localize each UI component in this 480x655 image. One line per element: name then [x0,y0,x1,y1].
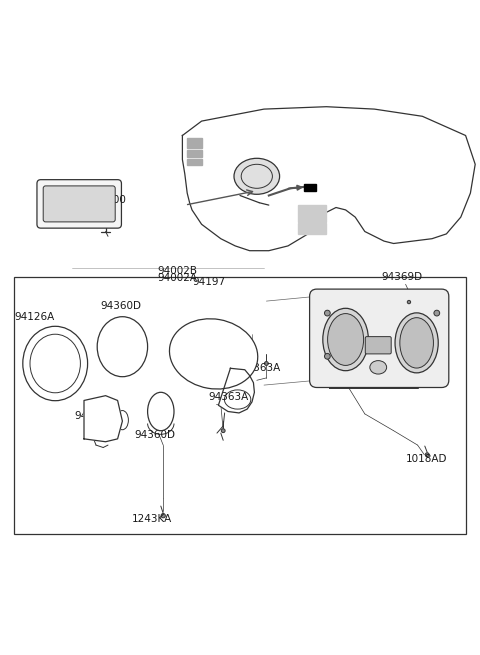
Ellipse shape [97,317,148,377]
Polygon shape [304,183,316,191]
Polygon shape [187,159,202,165]
Ellipse shape [407,301,410,304]
FancyBboxPatch shape [37,179,121,228]
Ellipse shape [264,362,268,365]
Ellipse shape [169,319,258,389]
Ellipse shape [23,326,88,401]
FancyBboxPatch shape [43,186,115,222]
Ellipse shape [161,514,165,518]
Ellipse shape [30,334,81,393]
Polygon shape [187,150,202,157]
Polygon shape [218,368,254,413]
Text: 94002B: 94002B [157,266,198,276]
Polygon shape [298,205,326,222]
Ellipse shape [323,309,369,371]
Ellipse shape [400,318,433,368]
Ellipse shape [148,392,174,431]
Text: 94126A: 94126A [14,312,55,322]
Polygon shape [187,138,202,147]
Text: 94360D: 94360D [134,430,175,440]
Ellipse shape [234,159,279,195]
Ellipse shape [324,310,330,316]
FancyBboxPatch shape [310,289,449,388]
Ellipse shape [370,361,387,374]
Text: 94363A: 94363A [240,363,280,373]
Ellipse shape [425,453,429,457]
Text: 94369D: 94369D [382,272,423,282]
Text: 94300: 94300 [94,195,126,205]
Text: 94002A: 94002A [157,273,198,283]
Ellipse shape [221,429,225,432]
FancyBboxPatch shape [365,337,391,354]
Text: 1018AD: 1018AD [406,455,447,464]
Text: 94366Y: 94366Y [74,411,114,421]
Text: 94363A: 94363A [209,392,249,402]
Text: 94360D: 94360D [101,301,142,310]
Polygon shape [84,396,122,441]
Text: 1243KA: 1243KA [132,514,172,524]
Text: 94197: 94197 [192,276,225,287]
Ellipse shape [327,314,364,365]
Ellipse shape [324,354,330,359]
Ellipse shape [395,313,438,373]
Ellipse shape [434,310,440,316]
Polygon shape [182,107,475,251]
Polygon shape [298,223,326,234]
